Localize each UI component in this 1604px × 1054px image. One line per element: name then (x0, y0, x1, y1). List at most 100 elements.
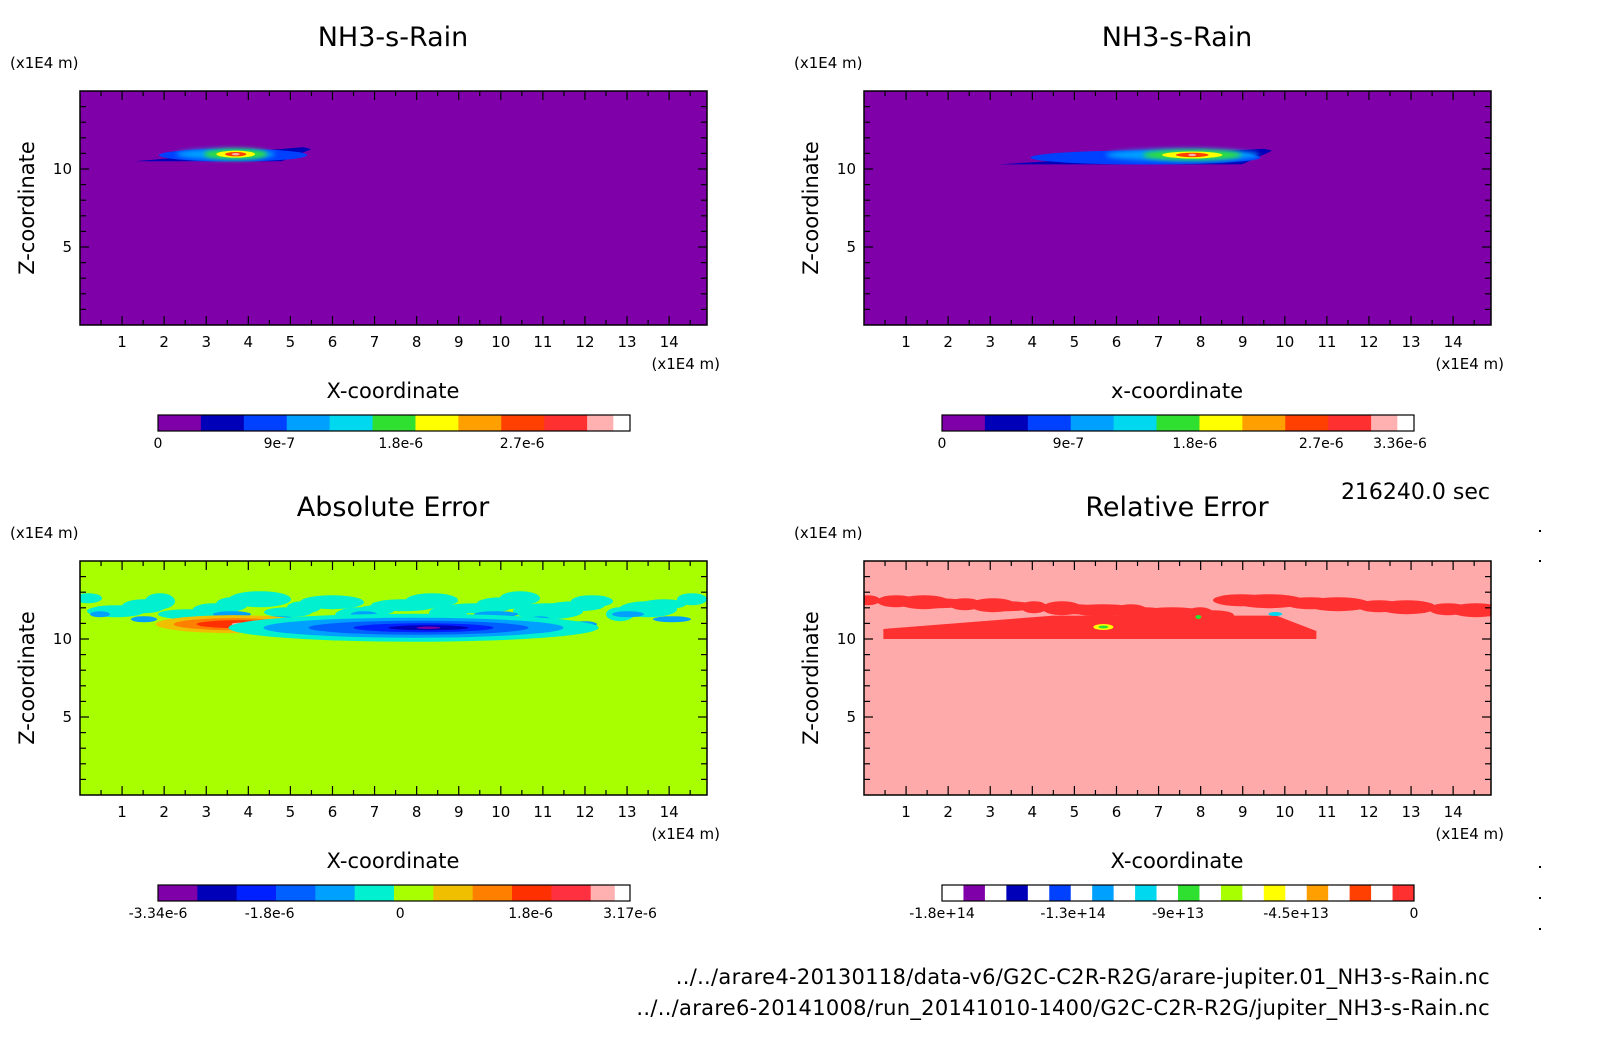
margin-dot (1539, 866, 1541, 868)
footer-file-2: ../../arare6-20141008/run_20141010-1400/… (636, 996, 1490, 1020)
x-tick-label: 6 (328, 333, 338, 351)
colorbar-segment (276, 885, 316, 901)
time-stamp: 216240.0 sec (1340, 480, 1490, 505)
colorbar-segment (1285, 415, 1329, 431)
contour-fill (1456, 606, 1491, 617)
x-tick-label: 3 (201, 333, 211, 351)
colorbar-segment (158, 415, 202, 431)
colorbar-segment (1220, 885, 1243, 901)
x-tick-label: 11 (1317, 333, 1336, 351)
colorbar-segment (458, 415, 502, 431)
x-tick-label: 5 (1070, 803, 1080, 821)
colorbar-tick-label: 1.8e-6 (1172, 436, 1217, 452)
colorbar-segment (963, 885, 986, 901)
x-tick-label: 3 (985, 333, 995, 351)
panel-3: Absolute Error (x1E4 m) (x1E4 m) X-coordina… (10, 492, 720, 922)
x-tick-label: 8 (1196, 803, 1206, 821)
contour-fill (1408, 603, 1432, 614)
x-tick-label: 14 (660, 333, 679, 351)
colorbar-frame (941, 414, 1415, 432)
colorbar-tick-label: 0 (938, 436, 947, 452)
x-tick-label: 4 (244, 803, 254, 821)
plot-frame (79, 560, 708, 796)
x-tick-label: 11 (533, 333, 552, 351)
chart-title: Relative Error (1085, 492, 1269, 523)
colorbar-segment (1371, 885, 1394, 901)
x-tick-label: 1 (117, 803, 127, 821)
plot-field (864, 91, 1491, 325)
contour-fill (612, 611, 644, 618)
x-tick-label: 13 (1402, 803, 1421, 821)
contour-fill (642, 599, 686, 610)
colorbar-segment (1199, 885, 1222, 901)
colorbar-segment (1328, 885, 1351, 901)
x-tick-label: 9 (454, 803, 464, 821)
colorbar-tick-label: -4.5e+13 (1263, 906, 1328, 922)
margin-dot (1539, 897, 1541, 899)
colorbar-segment (286, 415, 331, 431)
y-tick-label: 10 (837, 630, 856, 648)
x-tick-label: 10 (491, 803, 510, 821)
x-tick-label: 7 (1154, 333, 1164, 351)
x-tick-label: 4 (1028, 803, 1038, 821)
x-tick-label: 5 (1070, 333, 1080, 351)
data-features (998, 148, 1273, 165)
x-axis-label: X-coordinate (327, 379, 460, 403)
colorbar-segment (1242, 885, 1265, 901)
colorbar-segment (1178, 885, 1200, 901)
x-tick-label: 2 (943, 803, 953, 821)
colorbar-frame (157, 884, 631, 902)
colorbar-tick-label: -3.34e-6 (129, 906, 188, 922)
plot-field (80, 561, 707, 795)
colorbar-tick-label: 3.36e-6 (1373, 436, 1427, 452)
colorbar-segment (1092, 885, 1115, 901)
x-tick-label: 4 (244, 333, 254, 351)
x-tick-label: 10 (1275, 333, 1294, 351)
y-axis-label: Z-coordinate (799, 141, 823, 275)
panel-1: NH3-s-Rain (x1E4 m) (x1E4 m) X-coordinate Z-… (10, 22, 720, 452)
colorbar-segment (315, 885, 356, 901)
y-tick-label: 5 (846, 708, 856, 726)
colorbar-segment (1156, 415, 1200, 431)
contour-fill (500, 591, 540, 606)
colorbar-segment (1349, 885, 1372, 901)
contour-fill (976, 601, 1036, 612)
colorbar-segment (1392, 885, 1415, 901)
contour-fill (653, 616, 691, 623)
x-tick-label: 8 (1196, 333, 1206, 351)
colorbar-tick-label: 0 (396, 906, 405, 922)
margin-dot (1539, 928, 1541, 930)
colorbar-segment (472, 885, 513, 901)
contour-fill (229, 591, 291, 608)
x-tick-label: 10 (1275, 803, 1294, 821)
colorbar-tick-label: 2.7e-6 (500, 436, 545, 452)
x-tick-label: 1 (117, 333, 127, 351)
x-tick-label: 13 (618, 803, 637, 821)
contour-fill (80, 593, 102, 604)
data-features (864, 594, 1491, 639)
contour-fill (131, 616, 157, 623)
colorbar-segment (433, 885, 474, 901)
x-tick-label: 6 (328, 803, 338, 821)
colorbar-segment (1027, 415, 1072, 431)
colorbar-tick-label: -1.8e+14 (909, 906, 975, 922)
x-tick-label: 6 (1112, 803, 1122, 821)
y-unit-label: (x1E4 m) (794, 524, 863, 542)
colorbar-segment (1328, 415, 1372, 431)
contour-fill (1021, 601, 1047, 614)
contour-fill (1188, 153, 1197, 157)
colorbar-segment (1049, 885, 1072, 901)
y-tick-label: 10 (53, 160, 72, 178)
y-tick-label: 10 (837, 160, 856, 178)
contour-fill (90, 611, 110, 618)
x-tick-label: 2 (943, 333, 953, 351)
x-tick-label: 10 (491, 333, 510, 351)
colorbar-tick-label: 3.17e-6 (603, 906, 657, 922)
colorbar-segment (984, 415, 1029, 431)
y-unit-label: (x1E4 m) (10, 54, 79, 72)
colorbar-segment (372, 415, 416, 431)
x-tick-label: 14 (660, 803, 679, 821)
colorbar-tick-label: 1.8e-6 (508, 906, 553, 922)
x-tick-label: 6 (1112, 333, 1122, 351)
y-unit-label: (x1E4 m) (10, 524, 79, 542)
